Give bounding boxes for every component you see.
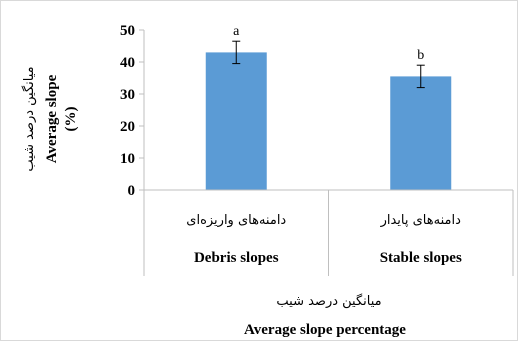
y-tick-label: 40 xyxy=(120,55,135,71)
bar xyxy=(205,52,267,191)
y-tick-label: 30 xyxy=(120,87,135,103)
x-axis: دامنه‌های واریزه‌ای Debris slopes دامنه‌ها… xyxy=(143,189,514,276)
category-label-en: Debris slopes xyxy=(194,250,279,266)
y-tick-label: 10 xyxy=(120,151,135,167)
x-axis-label-fa: میانگین درصد شیب xyxy=(276,293,381,309)
y-axis: 0 10 20 30 40 50 xyxy=(120,23,145,199)
y-axis-label-en-line2: (%) xyxy=(63,107,79,132)
y-axis-label-fa: میانگین درصد شیب xyxy=(21,66,37,171)
y-tick-label: 50 xyxy=(120,23,135,39)
bars: ab xyxy=(205,24,452,191)
y-tick-label: 0 xyxy=(128,183,136,199)
category-label-fa: دامنه‌های واریزه‌ای xyxy=(186,213,286,228)
significance-letter: a xyxy=(233,24,240,39)
y-axis-label-en-line1: Average slope xyxy=(44,74,60,163)
bar xyxy=(390,76,452,190)
significance-letter: b xyxy=(417,48,424,63)
category-label-fa: دامنه‌های پایدار xyxy=(380,213,462,228)
category-label-en: Stable slopes xyxy=(380,250,462,266)
y-tick-label: 20 xyxy=(120,119,135,135)
x-axis-label-en: Average slope percentage xyxy=(244,322,406,338)
